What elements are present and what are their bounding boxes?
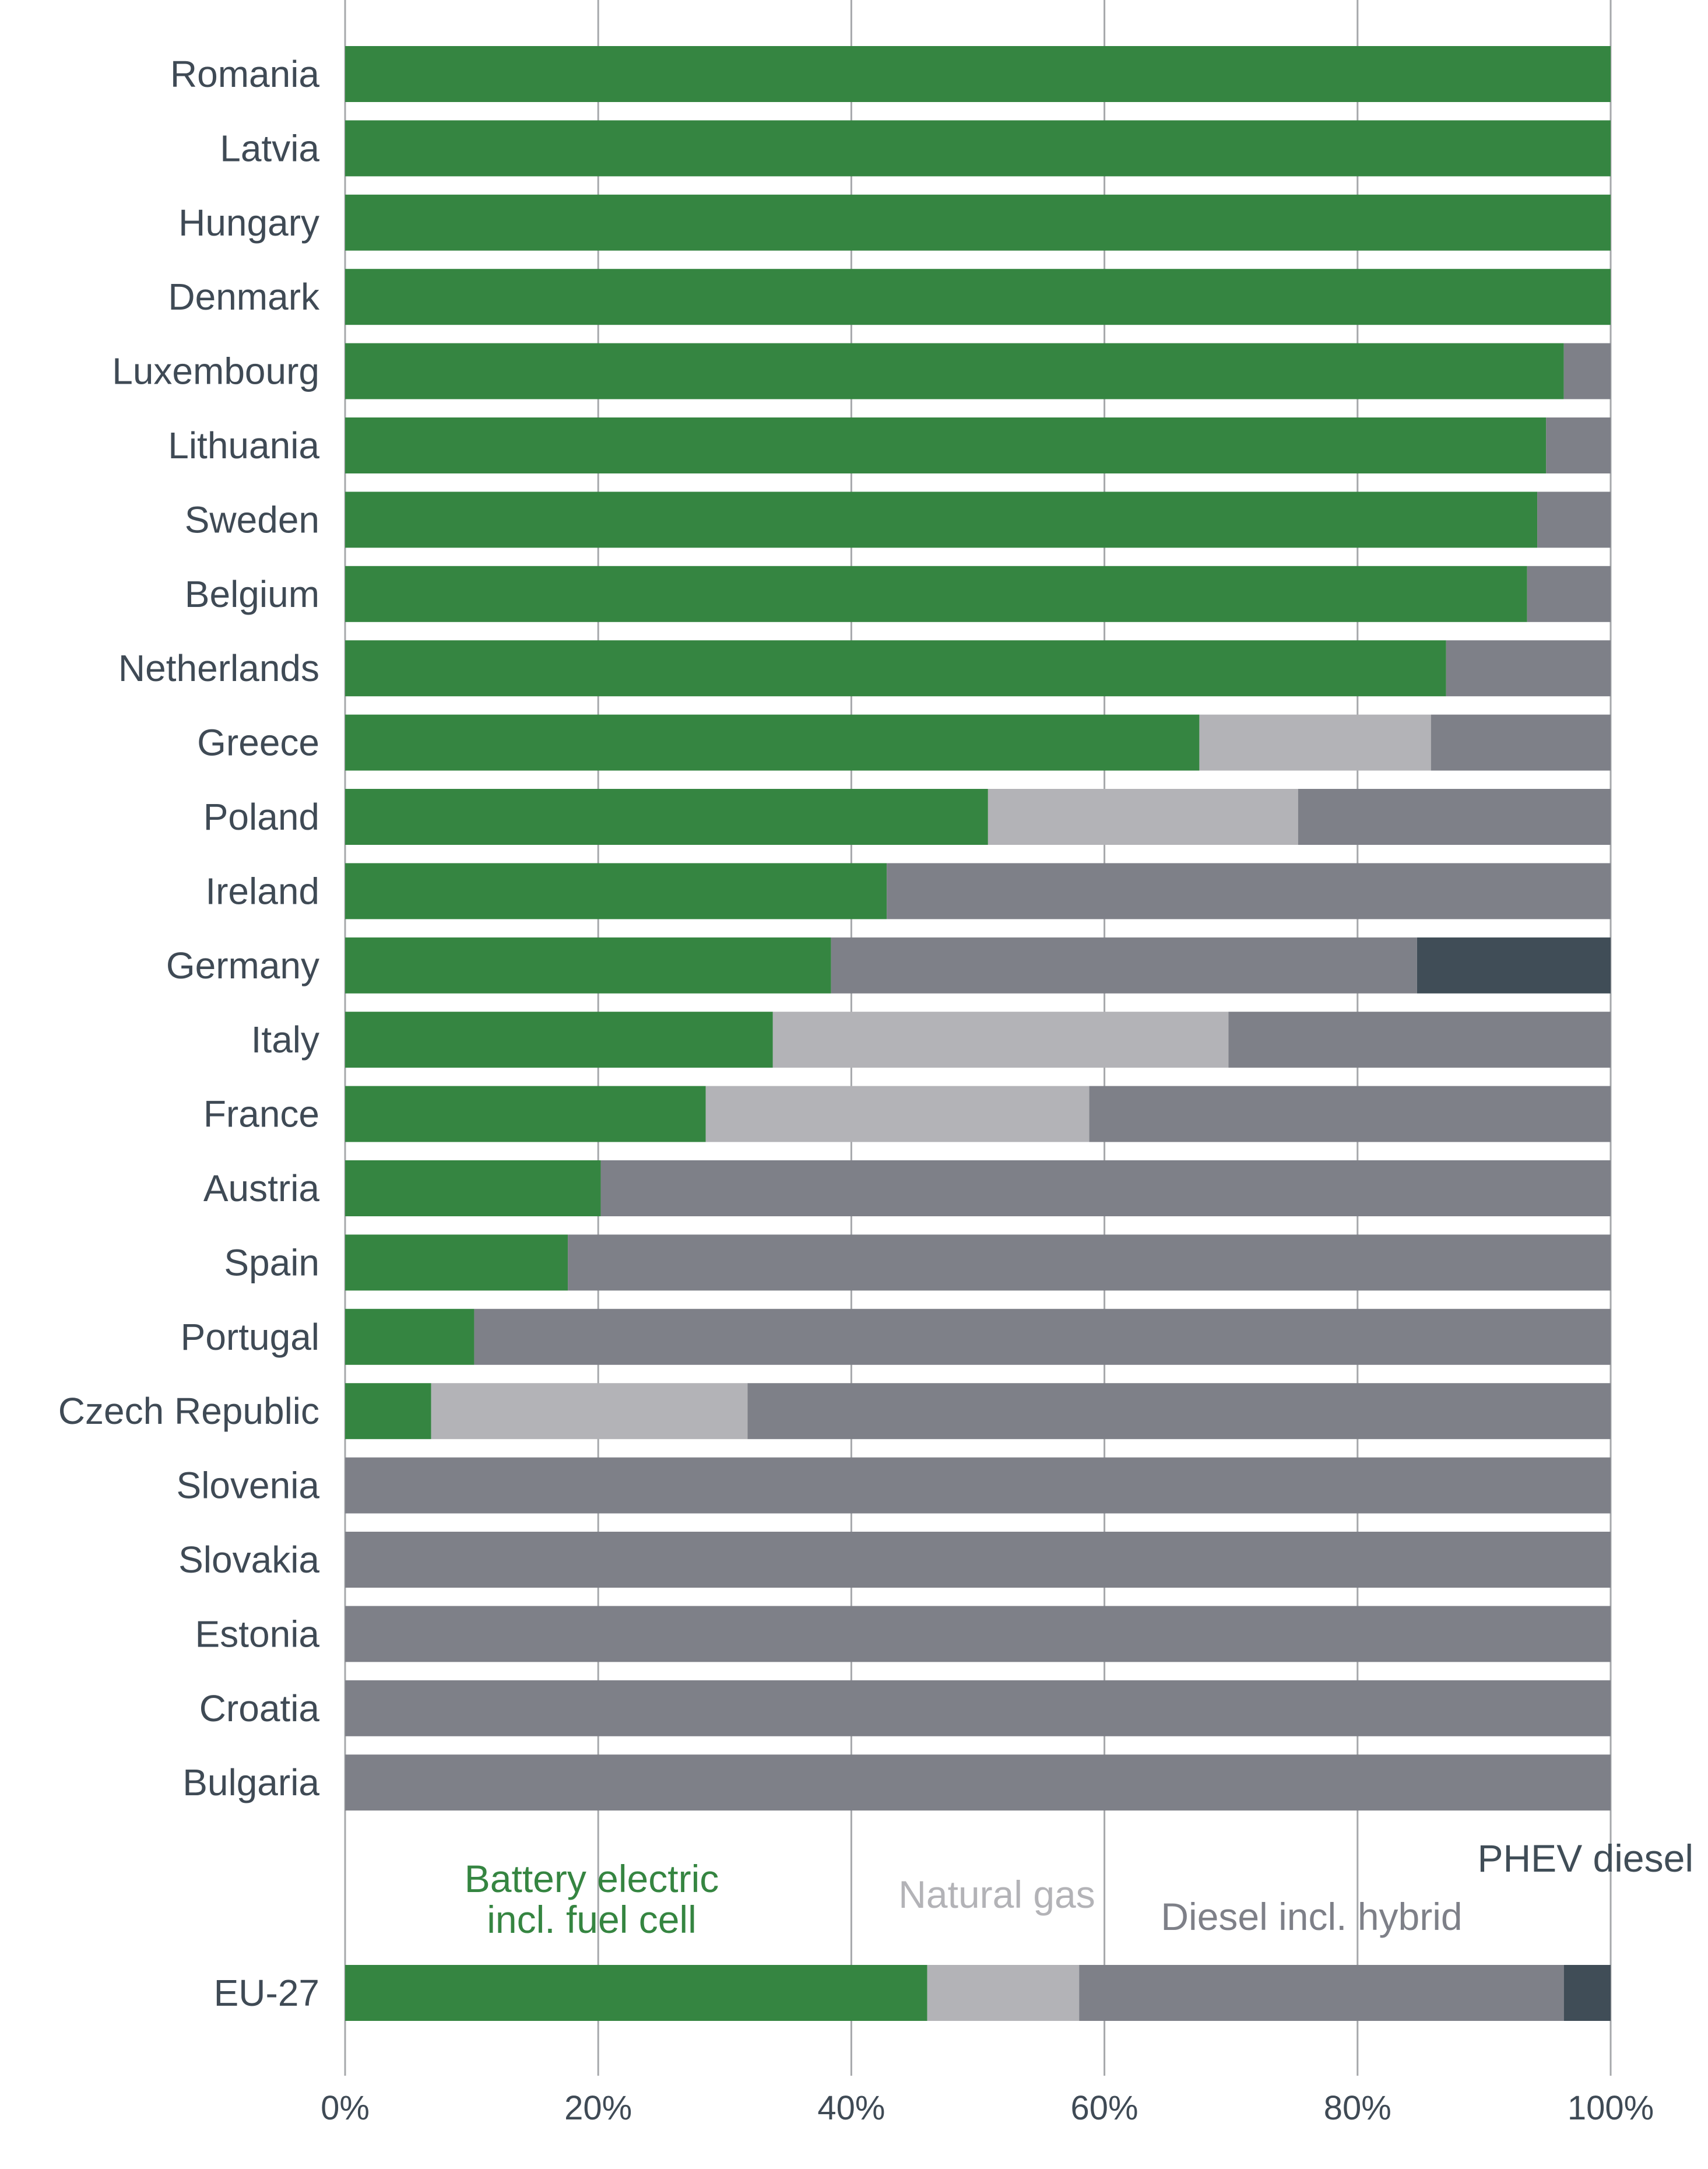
bar-segment-denmark-battery-electric-incl-fuel-cell	[345, 269, 1611, 325]
category-label-estonia: Estonia	[195, 1613, 320, 1655]
bar-segment-portugal-battery-electric-incl-fuel-cell	[345, 1308, 475, 1365]
bar-segment-italy-natural-gas	[772, 1012, 1229, 1068]
legend: Battery electric incl. fuel cell Natural g…	[465, 1837, 1693, 1941]
category-label-italy: Italy	[251, 1019, 319, 1061]
x-tick-label-100: 100%	[1568, 2089, 1654, 2127]
bar-segment-czech-republic-battery-electric-incl-fuel-cell	[345, 1383, 431, 1440]
category-label-belgium: Belgium	[185, 573, 319, 615]
bar-segment-greece-diesel-incl-hybrid	[1431, 714, 1611, 771]
category-label-austria: Austria	[203, 1167, 320, 1209]
category-label-slovakia: Slovakia	[178, 1539, 319, 1581]
category-label-luxembourg: Luxembourg	[112, 350, 319, 392]
bar-layer	[345, 46, 1611, 2021]
bar-segment-poland-battery-electric-incl-fuel-cell	[345, 789, 988, 845]
bar-segment-netherlands-battery-electric-incl-fuel-cell	[345, 640, 1446, 697]
bar-segment-lithuania-battery-electric-incl-fuel-cell	[345, 417, 1547, 473]
bar-segment-slovenia-diesel-incl-hybrid	[345, 1457, 1611, 1514]
bar-segment-belgium-battery-electric-incl-fuel-cell	[345, 566, 1527, 622]
category-label-france: France	[203, 1093, 319, 1135]
bar-segment-spain-battery-electric-incl-fuel-cell	[345, 1234, 568, 1291]
category-label-denmark: Denmark	[168, 276, 320, 318]
legend-entry-diesel-incl-hybrid: Diesel incl. hybrid	[1161, 1895, 1462, 1938]
bar-segment-sweden-battery-electric-incl-fuel-cell	[345, 492, 1538, 548]
legend-entry-battery-electric-incl-fuel-cell: Battery electric incl. fuel cell	[465, 1857, 719, 1941]
legend-line-battery-electric-incl-fuel-cell-0: Battery electric	[465, 1857, 719, 1900]
category-label-spain: Spain	[224, 1241, 319, 1283]
bar-segment-eu-27-diesel-incl-hybrid	[1079, 1965, 1564, 2021]
legend-line-diesel-incl-hybrid-0: Diesel incl. hybrid	[1161, 1895, 1462, 1938]
bar-segment-czech-republic-diesel-incl-hybrid	[747, 1383, 1611, 1440]
legend-entry-phev-diesel: PHEV diesel	[1477, 1837, 1693, 1880]
bar-segment-austria-battery-electric-incl-fuel-cell	[345, 1160, 601, 1216]
legend-line-battery-electric-incl-fuel-cell-1: incl. fuel cell	[487, 1898, 697, 1941]
bar-segment-eu-27-phev-diesel	[1563, 1965, 1611, 2021]
bar-segment-latvia-battery-electric-incl-fuel-cell	[345, 120, 1611, 177]
bar-segment-luxembourg-battery-electric-incl-fuel-cell	[345, 343, 1564, 399]
bar-segment-bulgaria-diesel-incl-hybrid	[345, 1754, 1611, 1811]
category-label-poland: Poland	[203, 796, 319, 838]
category-label-czech-republic: Czech Republic	[58, 1390, 319, 1432]
bar-segment-italy-battery-electric-incl-fuel-cell	[345, 1012, 773, 1068]
category-label-bulgaria: Bulgaria	[182, 1761, 319, 1803]
bar-segment-croatia-diesel-incl-hybrid	[345, 1680, 1611, 1736]
bar-segment-italy-diesel-incl-hybrid	[1228, 1012, 1611, 1068]
category-label-croatia: Croatia	[199, 1687, 320, 1729]
bar-segment-ireland-diesel-incl-hybrid	[887, 863, 1611, 919]
bar-segment-austria-diesel-incl-hybrid	[600, 1160, 1611, 1216]
x-tick-label-60: 60%	[1071, 2089, 1138, 2127]
bar-segment-germany-diesel-incl-hybrid	[831, 937, 1417, 994]
bar-segment-slovakia-diesel-incl-hybrid	[345, 1532, 1611, 1588]
x-tick-label-0: 0%	[321, 2089, 370, 2127]
category-label-ireland: Ireland	[205, 870, 319, 912]
bar-segment-estonia-diesel-incl-hybrid	[345, 1606, 1611, 1662]
bar-segment-czech-republic-natural-gas	[431, 1383, 748, 1440]
bar-segment-sweden-diesel-incl-hybrid	[1537, 492, 1611, 548]
bar-segment-germany-battery-electric-incl-fuel-cell	[345, 937, 831, 994]
bar-segment-greece-battery-electric-incl-fuel-cell	[345, 714, 1200, 771]
category-label-latvia: Latvia	[220, 127, 319, 169]
bar-segment-portugal-diesel-incl-hybrid	[474, 1308, 1611, 1365]
category-label-hungary: Hungary	[178, 202, 319, 244]
category-label-layer: Romania Latvia Hungary Denmark Luxembourg Lit…	[58, 53, 320, 2014]
category-label-slovenia: Slovenia	[177, 1465, 320, 1507]
category-label-germany: Germany	[166, 945, 319, 987]
bar-segment-belgium-diesel-incl-hybrid	[1527, 566, 1611, 622]
bar-segment-greece-natural-gas	[1199, 714, 1431, 771]
x-tick-label-20: 20%	[564, 2089, 632, 2127]
category-label-eu-27: EU-27	[214, 1972, 319, 2014]
bar-segment-france-diesel-incl-hybrid	[1089, 1086, 1611, 1142]
bar-segment-lithuania-diesel-incl-hybrid	[1546, 417, 1611, 473]
bar-segment-spain-diesel-incl-hybrid	[568, 1234, 1611, 1291]
category-label-lithuania: Lithuania	[168, 424, 319, 466]
bar-segment-luxembourg-diesel-incl-hybrid	[1563, 343, 1611, 399]
legend-line-phev-diesel-0: PHEV diesel	[1477, 1837, 1693, 1880]
category-label-greece: Greece	[197, 722, 319, 764]
category-label-netherlands: Netherlands	[118, 647, 319, 689]
bar-segment-netherlands-diesel-incl-hybrid	[1446, 640, 1611, 697]
bar-segment-poland-natural-gas	[987, 789, 1298, 845]
category-label-sweden: Sweden	[185, 499, 319, 541]
x-tick-label-40: 40%	[817, 2089, 885, 2127]
bar-segment-germany-phev-diesel	[1417, 937, 1611, 994]
bar-segment-poland-diesel-incl-hybrid	[1298, 789, 1611, 845]
legend-entry-natural-gas: Natural gas	[898, 1873, 1095, 1916]
bar-segment-eu-27-battery-electric-incl-fuel-cell	[345, 1965, 927, 2021]
bar-segment-ireland-battery-electric-incl-fuel-cell	[345, 863, 887, 919]
bar-segment-romania-battery-electric-incl-fuel-cell	[345, 46, 1611, 102]
bar-segment-eu-27-natural-gas	[927, 1965, 1080, 2021]
category-label-portugal: Portugal	[181, 1316, 319, 1358]
bar-segment-france-natural-gas	[705, 1086, 1090, 1142]
category-label-romania: Romania	[170, 53, 320, 95]
x-tick-label-80: 80%	[1324, 2089, 1391, 2127]
bar-segment-france-battery-electric-incl-fuel-cell	[345, 1086, 706, 1142]
bar-segment-hungary-battery-electric-incl-fuel-cell	[345, 194, 1611, 251]
x-axis-ticks: 0% 20% 40% 60% 80% 100%	[321, 2089, 1654, 2127]
legend-line-natural-gas-0: Natural gas	[898, 1873, 1095, 1916]
